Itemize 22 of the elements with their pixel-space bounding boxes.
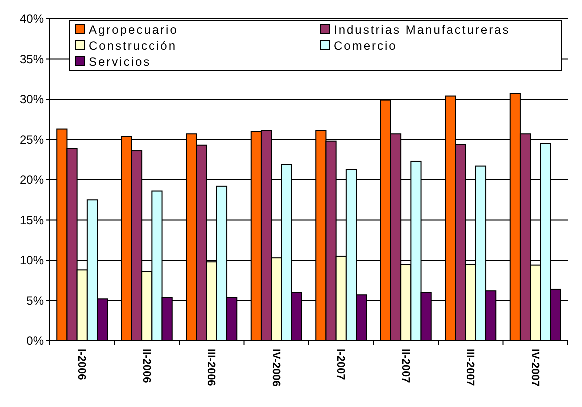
x-tick-label: IV-2007 (528, 349, 541, 387)
y-tick-label: 40% (20, 12, 44, 26)
x-tick-label: II-2006 (140, 349, 152, 384)
x-tick-label: II-2007 (399, 349, 412, 384)
y-tick-label: 10% (20, 254, 44, 268)
legend-label: Agropecuario (89, 23, 178, 38)
y-tick-label: 25% (20, 132, 44, 147)
legend-label: Servicios (89, 55, 152, 70)
y-tick-label: 30% (20, 92, 44, 107)
x-tick-label: IV-2006 (270, 349, 282, 387)
y-tick-label: 5% (26, 294, 44, 308)
legend-label: Construcción (89, 39, 178, 54)
legend-label: Comercio (334, 39, 398, 54)
y-tick-label: 20% (20, 173, 44, 188)
y-tick-label: 15% (20, 213, 44, 228)
x-tick-label: I-2006 (76, 349, 88, 380)
y-tick-label: 35% (20, 52, 44, 66)
x-tick-label: I-2007 (334, 349, 347, 380)
legend-label: Industrias Manufactureras (334, 23, 510, 38)
y-tick-label: 0% (26, 334, 44, 348)
x-tick-label: III-2007 (464, 349, 476, 386)
x-tick-label: III-2006 (205, 349, 218, 386)
